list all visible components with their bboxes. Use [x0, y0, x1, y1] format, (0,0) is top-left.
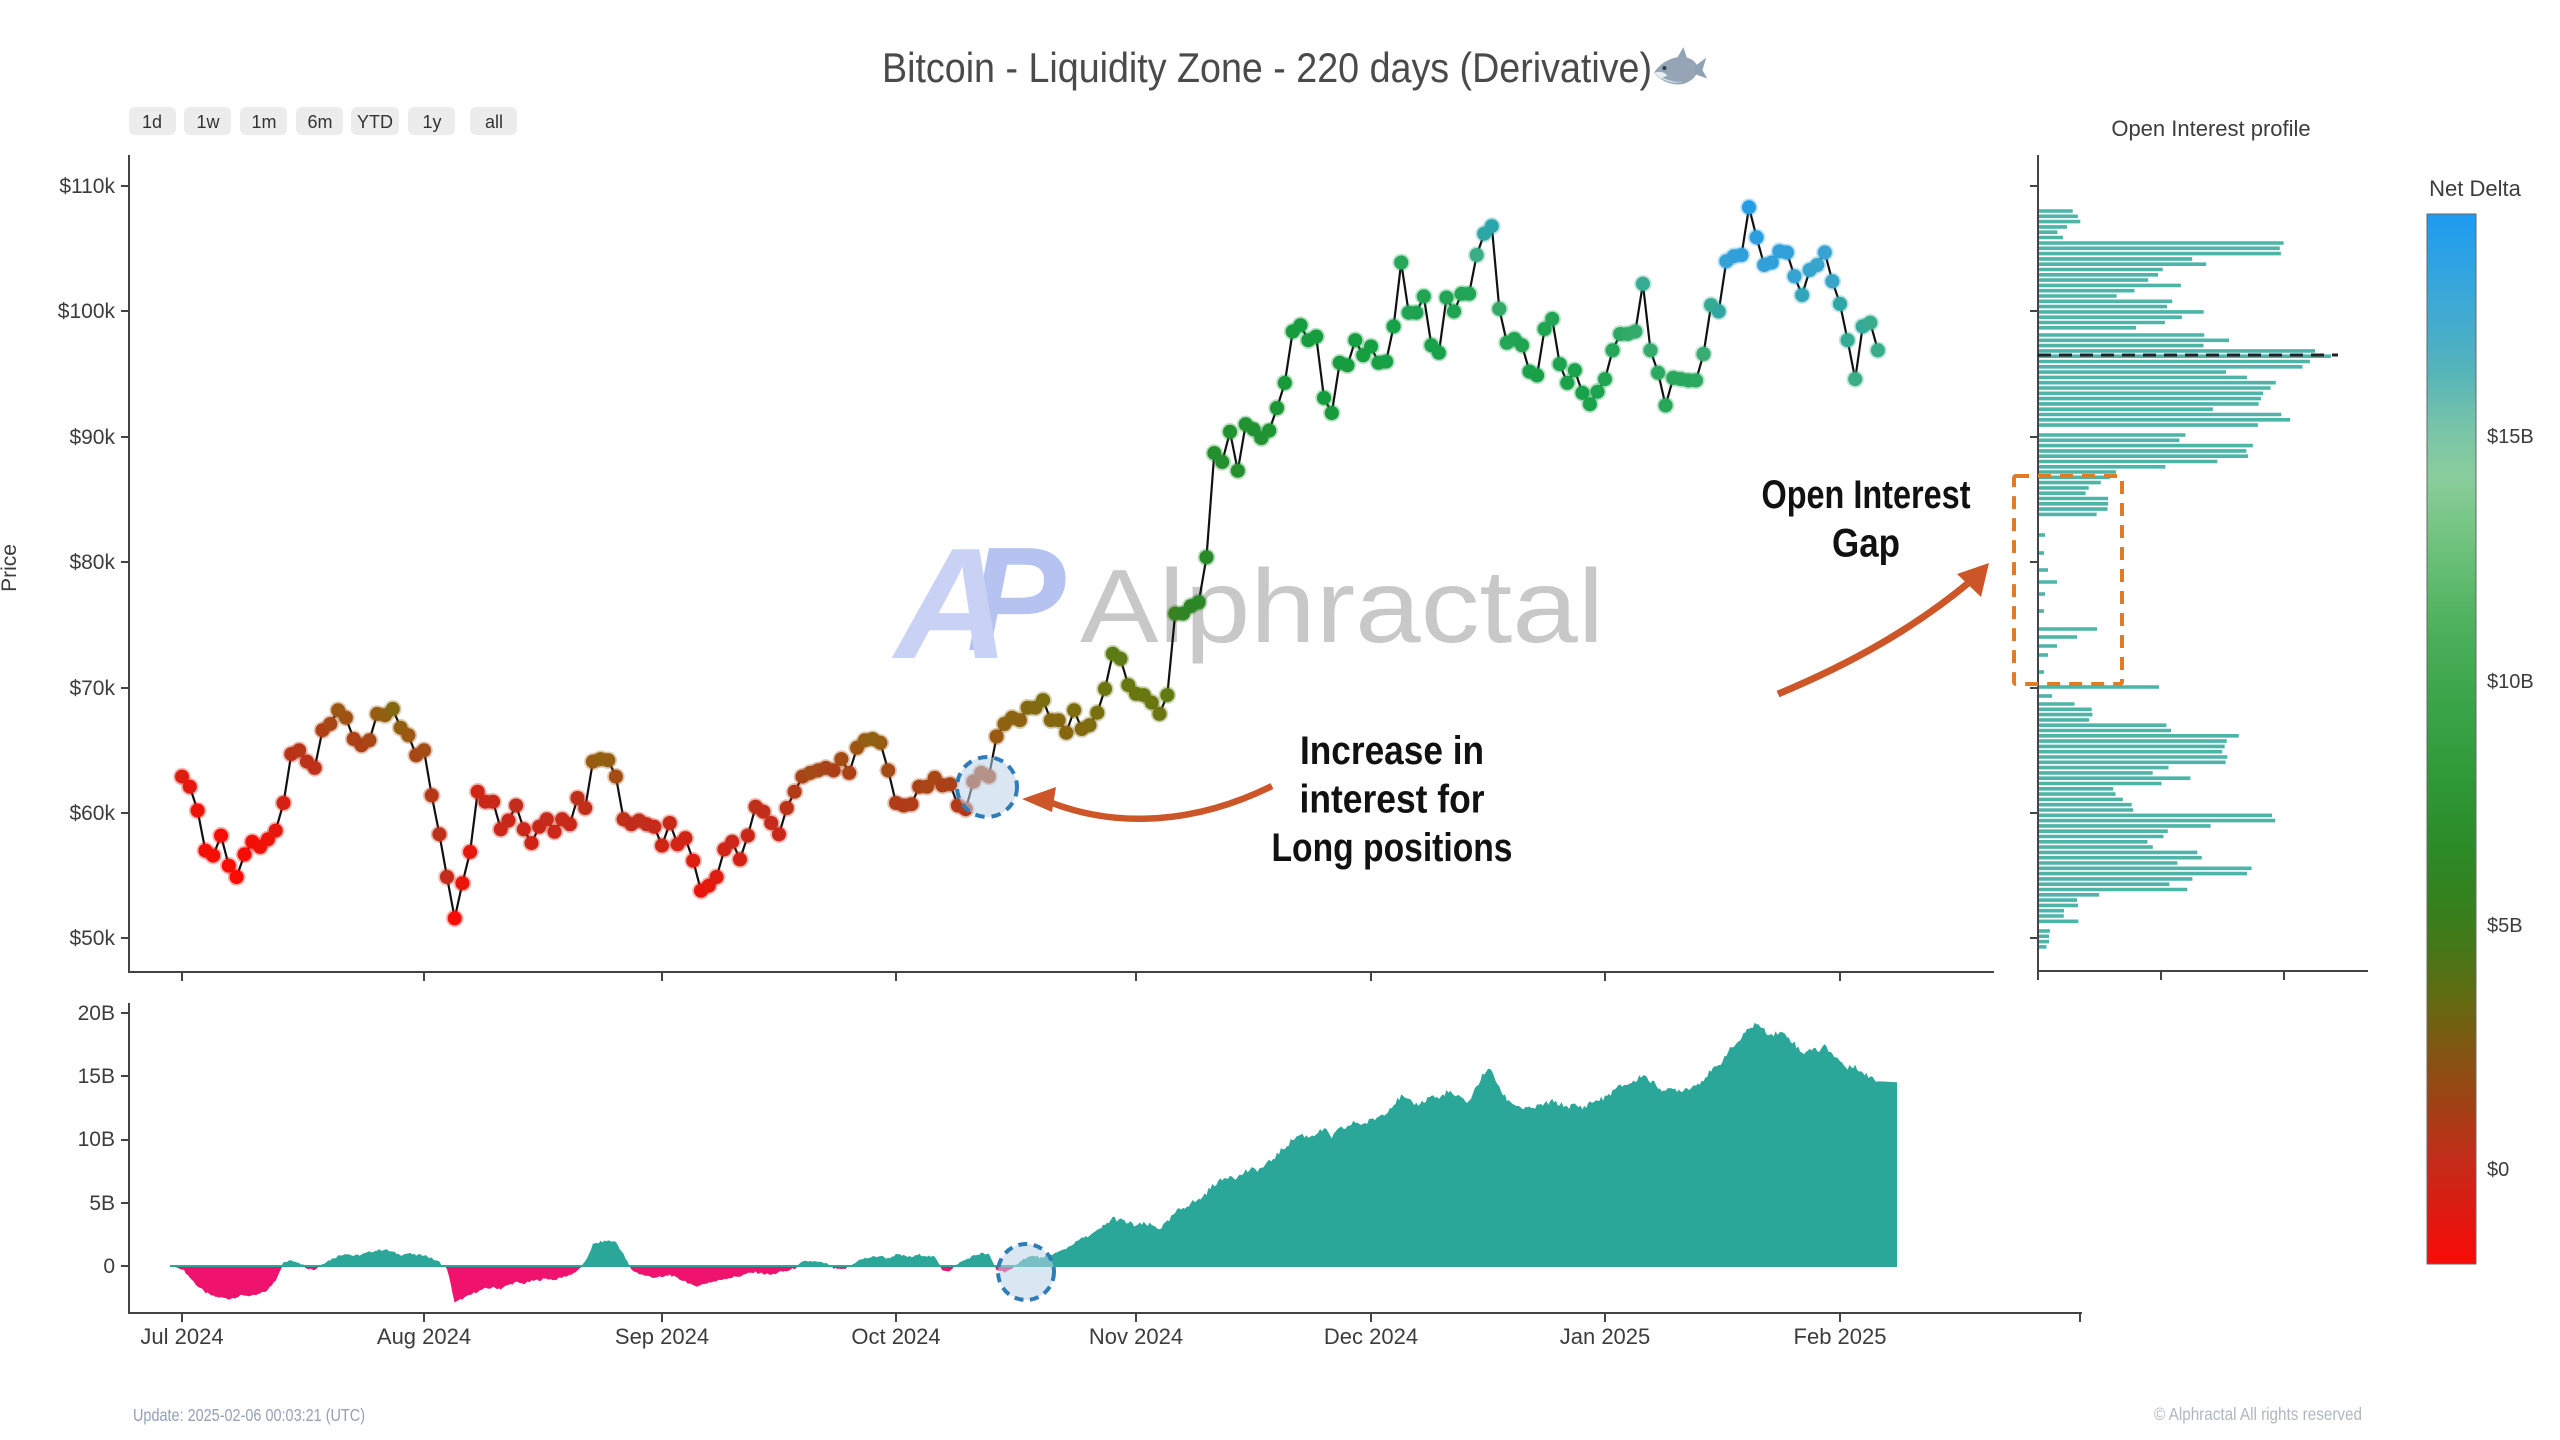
svg-text:$110k: $110k	[59, 175, 115, 198]
svg-text:Increase in: Increase in	[1300, 729, 1484, 773]
svg-text:Nov 2024: Nov 2024	[1089, 1324, 1183, 1349]
svg-text:Price: Price	[0, 544, 21, 592]
svg-text:$0: $0	[2487, 1159, 2509, 1181]
svg-text:A: A	[891, 516, 1009, 692]
svg-text:Oct 2024: Oct 2024	[851, 1324, 940, 1349]
svg-text:Gap: Gap	[1832, 522, 1900, 566]
svg-text:© Alphractal All rights reserv: © Alphractal All rights reserved	[2154, 1404, 2362, 1424]
svg-text:1w: 1w	[196, 112, 220, 132]
svg-text:$90k: $90k	[69, 426, 115, 449]
svg-text:Jan 2025: Jan 2025	[1560, 1324, 1651, 1349]
svg-text:$70k: $70k	[69, 677, 115, 700]
svg-text:1d: 1d	[142, 112, 162, 132]
svg-text:Feb 2025: Feb 2025	[1794, 1324, 1887, 1349]
svg-text:$50k: $50k	[69, 927, 115, 950]
svg-text:YTD: YTD	[357, 112, 393, 132]
svg-text:P: P	[967, 517, 1066, 682]
svg-text:$10B: $10B	[2487, 671, 2534, 693]
svg-text:$60k: $60k	[69, 802, 115, 825]
svg-text:6m: 6m	[307, 112, 332, 132]
svg-text:Aug 2024: Aug 2024	[377, 1324, 471, 1349]
svg-text:1y: 1y	[422, 112, 441, 132]
svg-text:Dec 2024: Dec 2024	[1324, 1324, 1418, 1349]
svg-text:Update: 2025-02-06 00:03:21 (U: Update: 2025-02-06 00:03:21 (UTC)	[133, 1405, 365, 1425]
svg-text:$100k: $100k	[58, 300, 116, 323]
svg-text:20B: 20B	[78, 1002, 115, 1025]
svg-text:Jul 2024: Jul 2024	[140, 1324, 223, 1349]
svg-text:0: 0	[103, 1255, 115, 1278]
svg-text:Open Interest profile: Open Interest profile	[2111, 116, 2310, 141]
svg-text:$80k: $80k	[69, 551, 115, 574]
svg-text:10B: 10B	[78, 1128, 115, 1151]
svg-text:$15B: $15B	[2487, 426, 2534, 448]
svg-text:all: all	[485, 112, 503, 132]
svg-text:Open Interest: Open Interest	[1762, 473, 1971, 517]
svg-text:Sep 2024: Sep 2024	[615, 1324, 709, 1349]
svg-text:15B: 15B	[78, 1065, 115, 1088]
svg-text:Alphractal: Alphractal	[1080, 549, 1604, 665]
svg-text:Long positions: Long positions	[1272, 826, 1513, 870]
svg-text:5B: 5B	[89, 1192, 115, 1215]
svg-text:Bitcoin - Liquidity Zone - 220: Bitcoin - Liquidity Zone - 220 days (Der…	[882, 44, 1652, 91]
svg-text:interest for: interest for	[1300, 778, 1485, 822]
svg-text:$5B: $5B	[2487, 915, 2523, 937]
svg-text:1m: 1m	[251, 112, 276, 132]
svg-text:Net Delta: Net Delta	[2429, 176, 2521, 201]
